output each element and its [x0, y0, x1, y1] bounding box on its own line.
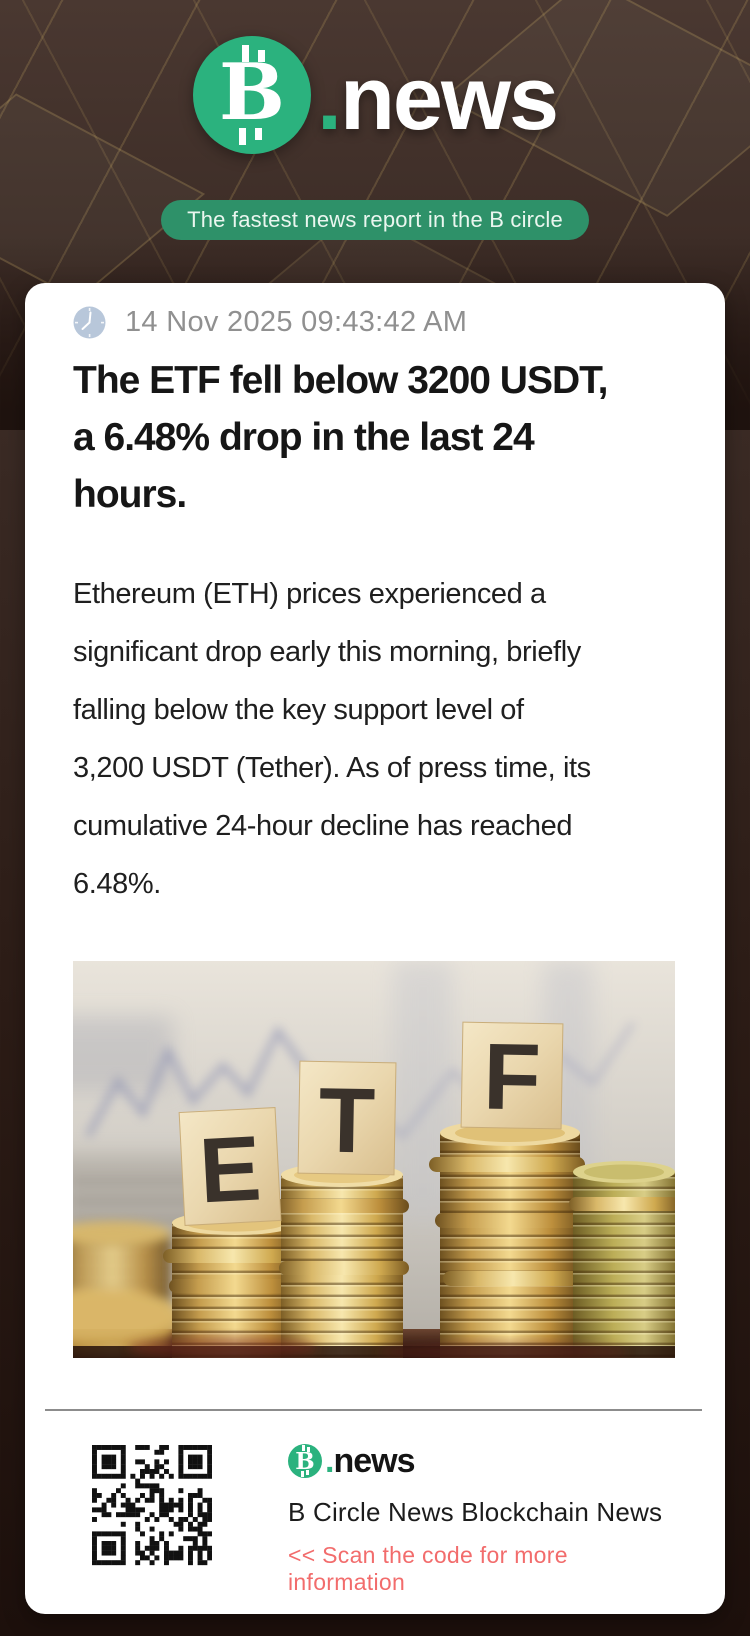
card-footer: B .news B Circle News Blockchain News <<… [73, 1444, 680, 1596]
headline-line: hours. [73, 473, 187, 516]
block-letter-t: T [318, 1070, 376, 1173]
clock-icon [73, 306, 106, 339]
body-line: 6.48%. [73, 868, 161, 900]
tagline-badge: The fastest news report in the B circle [161, 200, 589, 240]
coin-stack [273, 1163, 409, 1358]
logo-text: news [339, 49, 559, 149]
body-line: Ethereum (ETH) prices experienced a [73, 578, 546, 610]
logo-wordmark: .news [317, 54, 559, 144]
logo-b-letter: B [295, 1447, 315, 1475]
headline-line: a 6.48% drop in the last 24 [73, 416, 535, 459]
headline-line: The ETF fell below 3200 USDT, [73, 359, 608, 402]
logo-b-letter: B [218, 47, 285, 138]
body-line: significant drop early this morning, bri… [73, 636, 581, 668]
block-letter-f: F [482, 1024, 541, 1130]
body-line: cumulative 24-hour decline has reached [73, 810, 573, 842]
chart-line-decoration [85, 1025, 311, 1138]
article-body: Ethereum (ETH) prices experienced a sign… [73, 565, 692, 913]
article-photo[interactable]: E T F [73, 961, 675, 1358]
wooden-block-f: F [460, 1021, 564, 1130]
coin-stack [429, 1120, 585, 1358]
block-letter-e: E [197, 1117, 264, 1222]
body-line: falling below the key support level of [73, 694, 524, 726]
timestamp: 14 Nov 2025 09:43:42 AM [125, 306, 468, 338]
bitcoin-logo-icon: B [192, 36, 311, 154]
coin-stack [569, 1161, 675, 1358]
divider [45, 1409, 702, 1411]
publisher-name: B Circle News Blockchain News [288, 1497, 663, 1527]
footer-logo-wordmark: .news [325, 1442, 416, 1480]
body-line: 3,200 USDT (Tether). As of press time, i… [73, 752, 591, 784]
logo-dot: . [316, 49, 342, 149]
logo-text: news [333, 1442, 415, 1480]
logo-dot: . [325, 1442, 335, 1480]
scan-hint: << Scan the code for more information [288, 1542, 568, 1595]
news-card: 14 Nov 2025 09:43:42 AM The ETF fell bel… [25, 283, 725, 1614]
qr-code [92, 1444, 213, 1566]
timestamp-row: 14 Nov 2025 09:43:42 AM [73, 306, 680, 339]
wooden-block-t: T [297, 1060, 397, 1176]
bitcoin-logo-icon: B [288, 1444, 322, 1478]
wooden-block-e: E [178, 1107, 282, 1226]
brand-logo: B .news [0, 0, 750, 154]
coin-stack [73, 1221, 179, 1358]
headline: The ETF fell below 3200 USDT, a 6.48% dr… [73, 352, 680, 523]
footer-logo: B .news [288, 1444, 680, 1478]
